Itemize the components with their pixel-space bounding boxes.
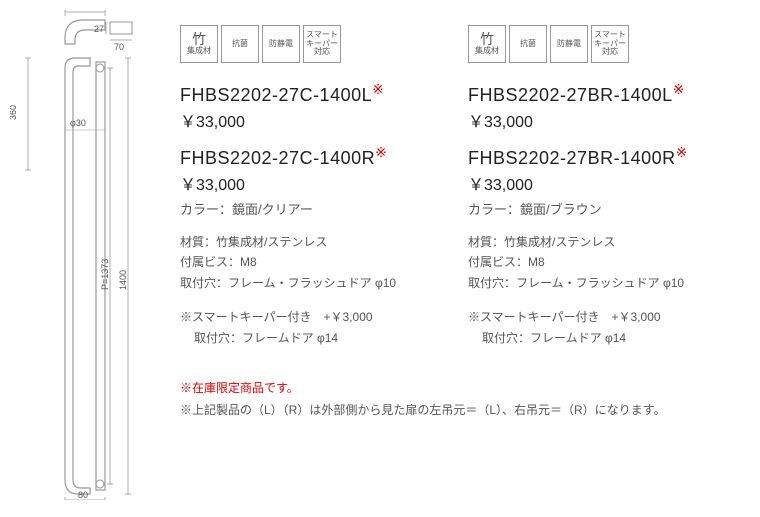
badge-antibac: 抗菌	[221, 25, 259, 63]
dim-360: 360	[10, 58, 31, 170]
svg-text:80: 80	[78, 490, 88, 500]
badge-antibac: 抗菌	[509, 25, 547, 63]
product-color: カラー：鏡面/クリアー	[180, 199, 450, 218]
svg-text:P=1373: P=1373	[100, 259, 110, 290]
footnote-stock: ※在庫限定商品です。	[180, 378, 750, 400]
badge-bamboo: 竹 集成材	[468, 25, 506, 63]
option-smartkeeper: ※スマートキーパー付き +￥3,000 取付穴：フレームドア φ14	[468, 307, 738, 348]
badge-antistatic: 防静電	[262, 25, 300, 63]
spec-hole: 取付穴：フレーム・フラッシュドア φ10	[180, 273, 450, 293]
product-price: ￥33,000	[180, 171, 450, 195]
product-code: FHBS2202-27BR-1400L※	[468, 81, 738, 106]
top-bracket: 70 27	[94, 22, 132, 52]
product-color: カラー：鏡面/ブラウン	[468, 199, 738, 218]
footer-notes: ※在庫限定商品です。 ※上記製品の（L）（R）は外部側から見た扉の左吊元＝（L）…	[180, 378, 750, 421]
product-content: 竹 集成材 抗菌 防静電 スマート キーパー 対応 FHBS2202-27C-1…	[180, 25, 750, 421]
dim-1400: 1400	[118, 58, 131, 494]
footnote-lr: ※上記製品の（L）（R）は外部側から見た扉の左吊元＝（L）、右吊元＝（R）になり…	[180, 400, 750, 422]
badge-smartkeeper: スマート キーパー 対応	[591, 25, 629, 63]
product-price: ￥33,000	[180, 108, 450, 132]
spec-hole: 取付穴：フレーム・フラッシュドア φ10	[468, 273, 738, 293]
spec-material: 材質：竹集成材/ステンレス	[180, 232, 450, 252]
svg-text:φ30: φ30	[70, 118, 86, 128]
dim-bracket-w: 70	[114, 42, 124, 52]
product-price: ￥33,000	[468, 171, 738, 195]
technical-diagram: 107 70 27 360 φ	[10, 10, 160, 500]
badge-row: 竹 集成材 抗菌 防静電 スマート キーパー 対応	[180, 25, 450, 63]
product-price: ￥33,000	[468, 108, 738, 132]
dim-phi30: φ30	[65, 118, 105, 130]
product-code: FHBS2202-27BR-1400R※	[468, 144, 738, 169]
badge-bamboo: 竹 集成材	[180, 25, 218, 63]
svg-text:1400: 1400	[118, 270, 128, 290]
badge-row: 竹 集成材 抗菌 防静電 スマート キーパー 対応	[468, 25, 738, 63]
spec-material: 材質：竹集成材/ステンレス	[468, 232, 738, 252]
svg-text:360: 360	[10, 105, 18, 120]
spec-screw: 付属ビス：M8	[468, 252, 738, 272]
product-column-left: 竹 集成材 抗菌 防静電 スマート キーパー 対応 FHBS2202-27C-1…	[180, 25, 450, 348]
dim-base-80: 80	[65, 490, 105, 500]
product-code: FHBS2202-27C-1400R※	[180, 144, 450, 169]
dim-p1373: P=1373	[100, 68, 113, 484]
badge-smartkeeper: スマート キーパー 対応	[303, 25, 341, 63]
option-smartkeeper: ※スマートキーパー付き +￥3,000 取付穴：フレームドア φ14	[180, 307, 450, 348]
spec-screw: 付属ビス：M8	[180, 252, 450, 272]
product-column-right: 竹 集成材 抗菌 防静電 スマート キーパー 対応 FHBS2202-27BR-…	[468, 25, 738, 348]
product-columns: 竹 集成材 抗菌 防静電 スマート キーパー 対応 FHBS2202-27C-1…	[180, 25, 750, 348]
dim-bracket-h: 27	[94, 24, 104, 34]
badge-antistatic: 防静電	[550, 25, 588, 63]
product-code: FHBS2202-27C-1400L※	[180, 81, 450, 106]
